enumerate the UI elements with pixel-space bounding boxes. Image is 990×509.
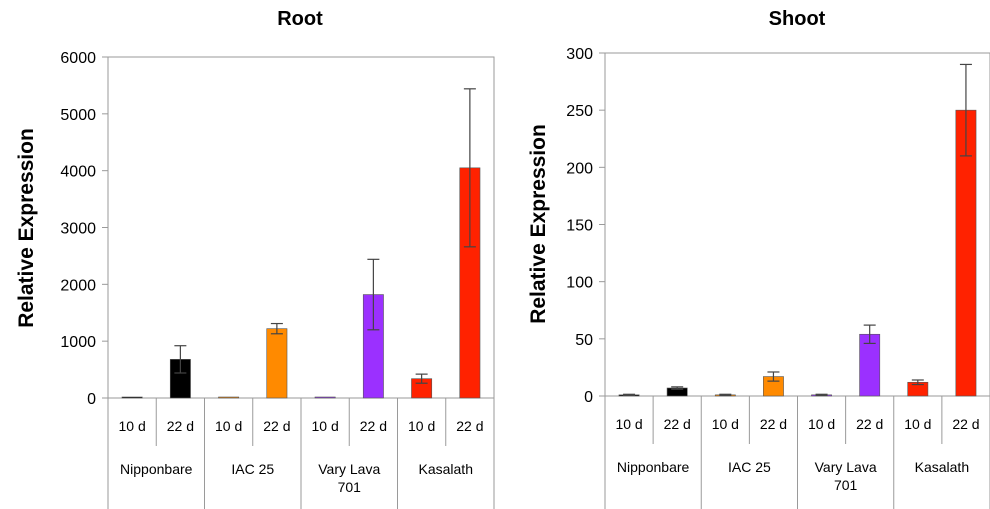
group-label: Nipponbare	[120, 461, 193, 477]
y-tick-label: 150	[566, 218, 593, 235]
y-tick-label: 6000	[60, 50, 96, 67]
y-tick-label: 0	[584, 389, 593, 406]
x-tick-label: 22 d	[167, 418, 194, 434]
plot-frame	[604, 52, 990, 397]
y-axis-label: Relative Expression	[527, 124, 550, 324]
group-label: Kasalath	[915, 459, 969, 475]
x-tick-label: 22 d	[760, 416, 787, 432]
x-tick-label: 10 d	[408, 418, 435, 434]
group-label: Vary Lava 701	[815, 459, 877, 493]
y-tick-label: 200	[566, 160, 593, 177]
y-tick-label: 4000	[60, 164, 96, 181]
y-tick-label: 250	[566, 103, 593, 120]
x-tick-label: 10 d	[312, 418, 339, 434]
group-label: Nipponbare	[617, 459, 690, 475]
plot-frame	[107, 56, 495, 399]
y-tick-label: 5000	[60, 107, 96, 124]
bar	[266, 328, 288, 399]
group-label: IAC 25	[231, 461, 274, 477]
x-tick-label: 10 d	[615, 416, 642, 432]
x-tick-label: 10 d	[904, 416, 931, 432]
bar	[121, 396, 143, 399]
y-tick-label: 1000	[60, 334, 96, 351]
x-tick-label: 22 d	[856, 416, 883, 432]
x-tick-label: 10 d	[215, 418, 242, 434]
x-tick-label: 22 d	[360, 418, 387, 434]
x-tick-label: 10 d	[712, 416, 739, 432]
x-tick-label: 10 d	[119, 418, 146, 434]
x-tick-label: 22 d	[952, 416, 979, 432]
group-label: Vary Lava 701	[318, 461, 380, 495]
group-label: Kasalath	[419, 461, 473, 477]
y-tick-label: 300	[566, 46, 593, 63]
chart-title: Root	[277, 8, 323, 30]
y-tick-label: 50	[575, 332, 593, 349]
y-tick-label: 0	[87, 391, 96, 408]
x-tick-label: 22 d	[664, 416, 691, 432]
y-tick-label: 100	[566, 275, 593, 292]
y-axis-label: Relative Expression	[15, 128, 38, 328]
y-tick-label: 2000	[60, 277, 96, 294]
group-label: IAC 25	[728, 459, 771, 475]
x-tick-label: 22 d	[456, 418, 483, 434]
x-tick-label: 22 d	[263, 418, 290, 434]
bar	[314, 396, 336, 399]
bar	[218, 396, 240, 399]
y-tick-label: 3000	[60, 221, 96, 238]
x-tick-label: 10 d	[808, 416, 835, 432]
chart-title: Shoot	[769, 8, 826, 30]
